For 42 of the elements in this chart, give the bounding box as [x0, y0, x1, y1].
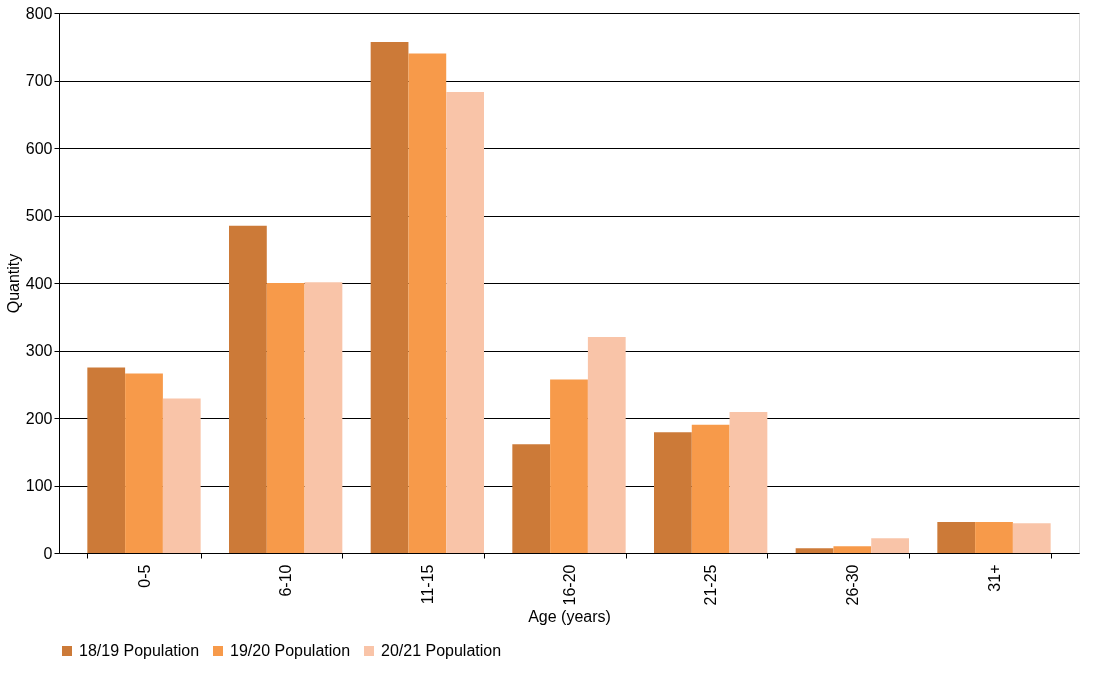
legend-label: 18/19 Population	[79, 642, 200, 659]
x-tick-label: 31+	[985, 564, 1003, 592]
bar	[162, 398, 201, 553]
bar	[370, 42, 409, 553]
y-tick-label: 600	[25, 139, 53, 157]
y-tick-label: 0	[43, 544, 53, 562]
y-tick-label: 500	[25, 207, 53, 224]
bar	[512, 444, 551, 553]
x-tick-label: 0-5	[135, 564, 153, 588]
y-tick-label: 800	[25, 4, 53, 22]
x-axis-title: Age (years)	[528, 608, 611, 626]
bar	[937, 521, 976, 553]
bar	[833, 546, 872, 553]
bar	[304, 282, 343, 553]
bar	[691, 424, 730, 553]
bar	[229, 225, 267, 553]
bar	[795, 548, 834, 553]
y-tick-label: 200	[25, 409, 53, 427]
legend-label: 19/20 Population	[230, 642, 351, 659]
bar	[871, 538, 909, 553]
bar	[446, 91, 484, 553]
bar	[729, 411, 768, 553]
bar	[408, 53, 447, 553]
bar	[654, 432, 692, 553]
x-tick-label: 16-20	[560, 564, 578, 606]
bar	[975, 521, 1013, 553]
bar	[587, 337, 626, 553]
bar	[1012, 523, 1051, 553]
x-tick-label: 11-15	[418, 564, 436, 605]
bar	[550, 379, 588, 553]
bar	[266, 283, 305, 553]
legend-label: 20/21 Population	[381, 642, 502, 659]
x-tick-label: 21-25	[702, 564, 720, 606]
bar	[87, 367, 126, 553]
bar	[125, 373, 163, 553]
y-tick-label: 400	[25, 274, 53, 292]
x-tick-label: 6-10	[277, 564, 295, 597]
y-axis-title: Quantity	[4, 253, 22, 314]
y-tick-label: 700	[25, 72, 53, 89]
y-tick-label: 300	[25, 342, 53, 359]
y-tick-label: 100	[25, 477, 53, 494]
x-tick-label: 26-30	[843, 564, 861, 606]
